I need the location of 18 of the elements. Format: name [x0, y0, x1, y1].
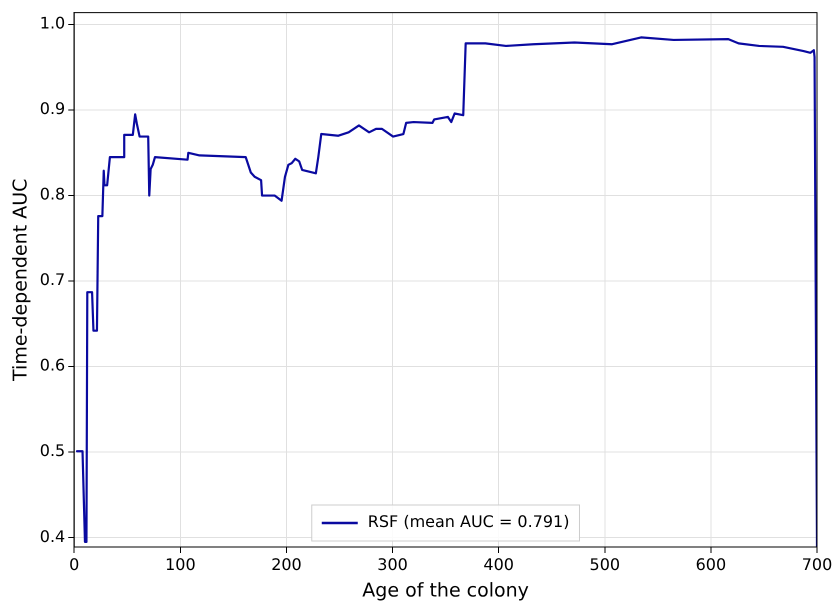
x-tick-label: 0	[69, 554, 80, 574]
legend-label: RSF (mean AUC = 0.791)	[368, 512, 570, 532]
y-tick-label: 0.6	[40, 356, 66, 375]
x-tick-label: 100	[165, 554, 196, 574]
y-tick-label: 0.5	[40, 441, 66, 460]
x-tick-label: 400	[483, 554, 514, 574]
y-tick-label: 0.4	[40, 526, 66, 546]
y-tick-label: 0.9	[40, 99, 66, 118]
x-axis-title: Age of the colony	[362, 580, 529, 602]
y-axis-title: Time-dependent AUC	[9, 178, 32, 382]
x-tick-label: 700	[802, 554, 832, 574]
x-tick-label: 300	[377, 554, 408, 574]
y-tick-label: 1.0	[40, 14, 66, 33]
x-tick-label: 600	[696, 554, 726, 574]
y-tick-label: 0.8	[40, 184, 66, 204]
x-tick-label: 200	[271, 554, 302, 574]
y-tick-label: 0.7	[40, 270, 66, 290]
x-tick-label: 500	[590, 554, 620, 574]
